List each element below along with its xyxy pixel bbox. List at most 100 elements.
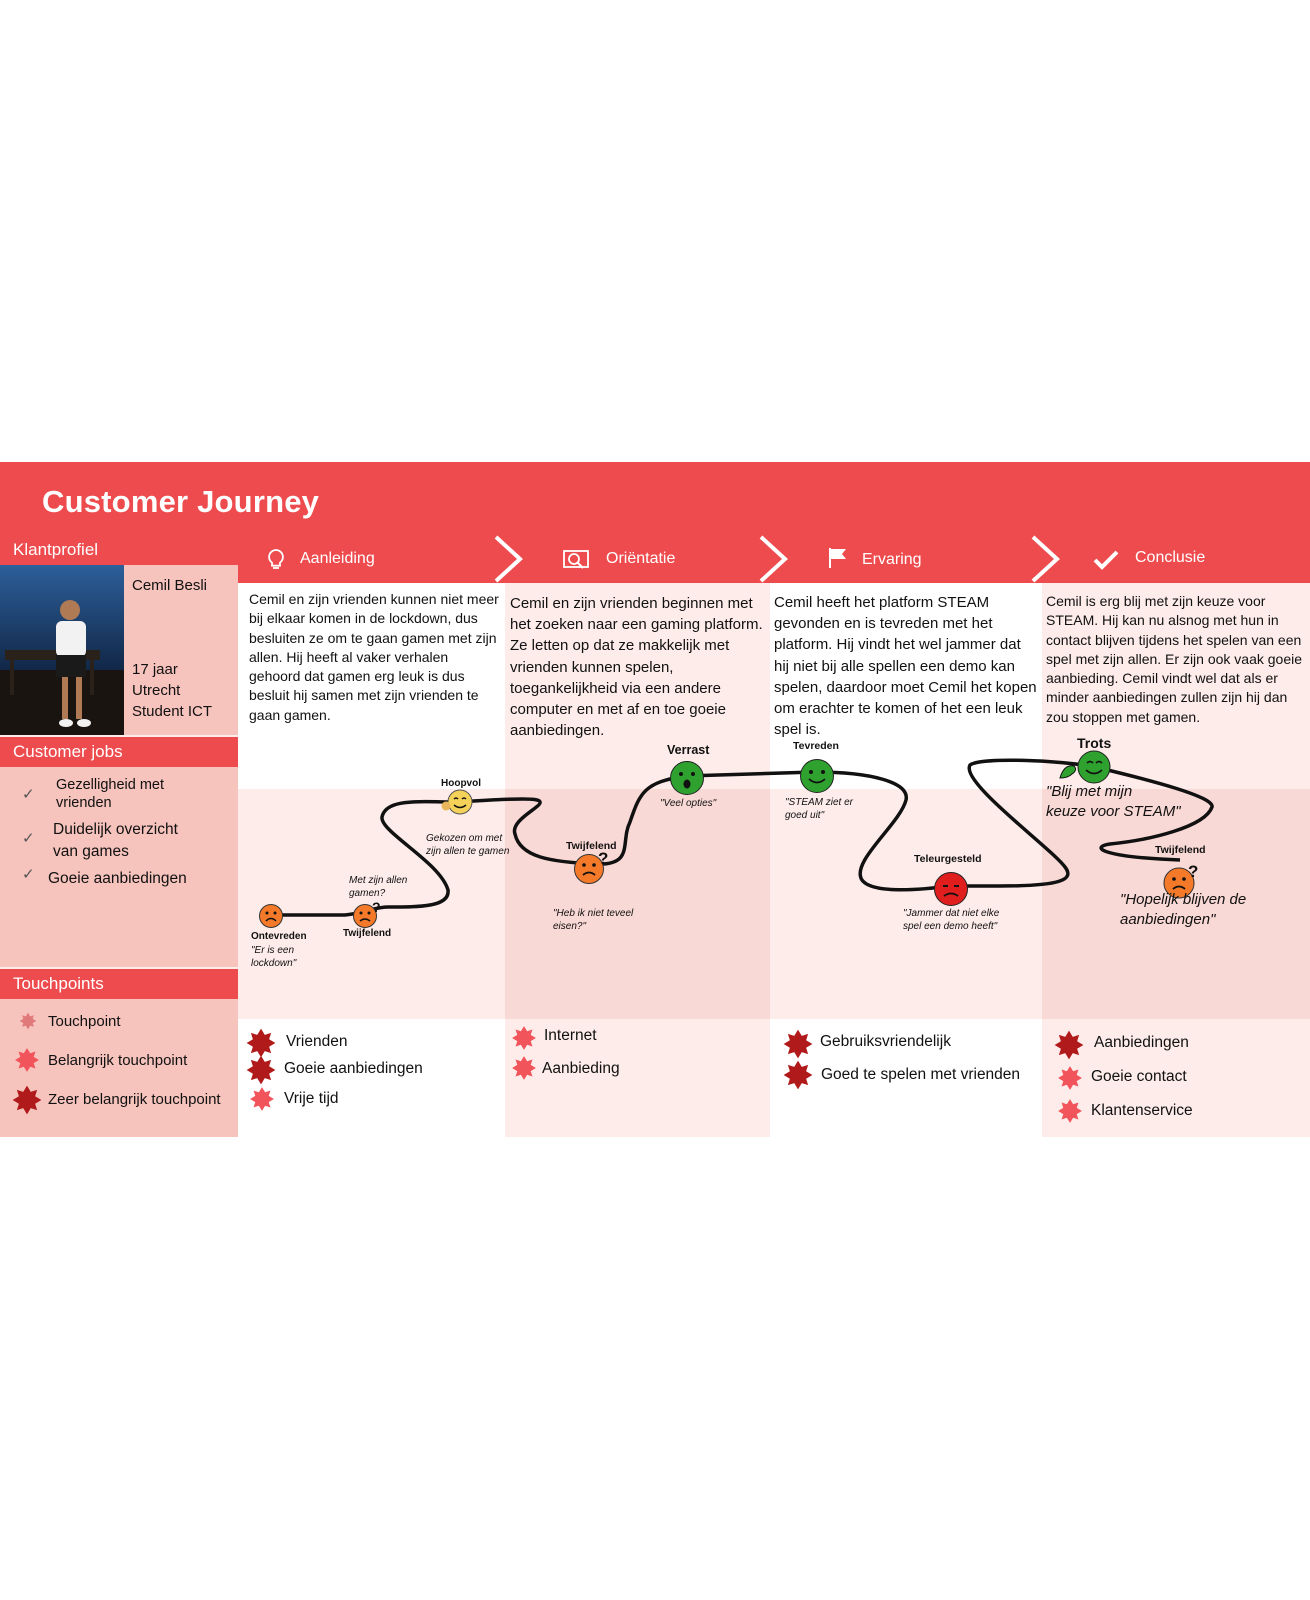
touchpoint-item: Goeie aanbiedingen [284,1060,423,1077]
phase-4-emotion-bg [1042,789,1310,1019]
check-icon: ✓ [22,786,35,803]
touchpoint-item: Vrije tijd [284,1090,339,1107]
very-important-touchpoint-icon [783,1060,813,1090]
phase-2-description: Cemil en zijn vrienden beginnen met het … [510,595,763,740]
emotion-label-1: Ontevreden [251,931,307,942]
emotion-quote-8-line2: keuze voor STEAM" [1046,803,1181,820]
phase-label-conclusie: Conclusie [1135,549,1206,566]
emotion-quote-4-line1: "Heb ik niet teveel [553,908,634,919]
touchpoint-item: Klantenservice [1091,1102,1193,1119]
phase-2-emotion-bg [505,789,770,1019]
customer-journey-board: Customer Journey Klantprofiel [0,462,1310,1137]
happy-face-icon [800,759,834,793]
very-important-touchpoint-icon [1054,1030,1084,1060]
emotion-quote-7-line1: "Jammer dat niet elke [903,908,1000,919]
profile-section: Cemil Besli 17 jaar Utrecht Student ICT [0,565,238,735]
emotion-quote-6-line2: goed uit" [785,810,825,821]
emotion-label-4: Twijfelend [566,840,617,852]
important-touchpoint-icon [511,1025,537,1051]
jobs-section: ✓ Gezelligheid met vrienden ✓ Duidelijk … [0,767,238,967]
hopeful-face-icon [441,789,473,815]
very-important-touchpoint-icon [246,1028,276,1058]
phase-3-description: Cemil heeft het platform STEAM gevonden … [774,594,1037,739]
check-icon: ✓ [22,866,35,883]
job-item-1-line2: vrienden [56,795,112,811]
profile-photo [0,565,124,735]
touchpoint-item: Aanbiedingen [1094,1034,1189,1051]
flag-icon [829,548,846,568]
emotion-quote-5-line1: "Veel opties" [660,798,717,809]
phase-2-touchpoints-bg [505,1019,770,1137]
profile-header: Klantprofiel [0,535,238,565]
emotion-quote-7-line2: spel een demo heeft" [903,921,998,932]
emotion-quote-2-line2: gamen? [349,888,386,899]
job-item-2-line2: van games [53,843,129,860]
phase-1-emotion-bg [238,789,505,1019]
phase-4-description: Cemil is erg blij met zijn keuze voor ST… [1046,593,1303,725]
touchpoint-item: Aanbieding [542,1060,620,1077]
job-item-2-line1: Duidelijk overzicht [53,821,178,838]
emotion-label-2: Twijfelend [343,928,392,939]
touchpoint-item: Goeie contact [1091,1068,1187,1085]
doubt-face-icon: ? [353,900,381,928]
profile-name: Cemil Besli [132,577,208,594]
emotion-label-7: Teleurgesteld [914,853,982,865]
disappointed-face-icon [934,872,968,906]
emotion-label-8: Trots [1077,735,1112,751]
legend-very-important-touchpoint: Zeer belangrijk touchpoint [48,1091,221,1108]
lightbulb-icon [268,549,284,569]
job-item-1-line1: Gezelligheid met [56,777,164,793]
touchpoint-item: Vrienden [286,1033,348,1050]
sad-face-icon [259,904,283,928]
touchpoint-item: Goed te spelen met vrienden [821,1066,1021,1083]
checkmark-icon [1093,550,1119,570]
touchpoints-legend: Touchpoint Belangrijk touchpoint Zeer be… [0,999,238,1137]
emotion-label-9: Twijfelend [1155,844,1206,856]
left-column: Klantprofiel [0,535,238,1137]
svg-text:?: ? [372,900,381,915]
legend-touchpoint: Touchpoint [48,1013,121,1030]
phase-1-description: Cemil en zijn vrienden kunnen niet meer … [249,591,499,723]
phase-label-aanleiding: Aanleiding [300,550,375,567]
phase-2-description-bg [505,583,770,789]
title-bar: Customer Journey [0,462,1310,535]
page-title: Customer Journey [42,484,320,519]
doubt-face-icon: ? [574,849,608,884]
emotion-quote-1-line2: lockdown" [251,958,297,969]
phase-1-description-bg [238,583,505,789]
emotion-label-6: Tevreden [793,740,839,752]
check-icon: ✓ [22,830,35,847]
emotion-quote-3-line2: zijn allen te gamen [426,846,510,857]
emotion-quote-3-line1: Gekozen om met [426,833,503,844]
profile-city: Utrecht [132,682,181,699]
very-important-touchpoint-icon [783,1029,813,1059]
profile-age: 17 jaar [132,661,178,678]
phase-header-bar [238,535,1310,583]
very-important-touchpoint-icon [246,1055,276,1085]
emotion-quote-8-line1: "Blij met mijn [1046,783,1133,800]
profile-role: Student ICT [132,703,213,720]
phase-label-ervaring: Ervaring [862,551,922,568]
phase-4-touchpoints-bg [1042,1019,1310,1137]
phase-3-description-bg [770,583,1042,789]
touchpoint-item: Gebruiksvriendelijk [820,1033,951,1050]
emotion-curve [270,758,1214,917]
job-item-3-line1: Goeie aanbiedingen [48,870,187,887]
search-screen-icon [563,550,589,569]
proud-face-icon [1059,750,1111,784]
phase-1-touchpoints-bg [238,1019,505,1137]
phase-label-orientatie: Oriëntatie [606,550,676,567]
phase-3-emotion-bg [770,789,1042,1019]
jobs-header: Customer jobs [0,737,238,767]
important-touchpoint-icon [1057,1065,1083,1091]
touchpoint-item: Internet [544,1027,597,1044]
emotion-quote-2-line1: Met zijn allen [349,875,408,886]
svg-text:?: ? [598,849,608,868]
emotion-quote-6-line1: "STEAM ziet er [785,797,854,808]
doubt-face-icon: ? [1163,862,1198,899]
emotion-quote-9-line1: "Hopelijk blijven de [1120,891,1247,908]
emotion-label-3: Hoopvol [441,778,481,789]
important-touchpoint-icon [511,1055,537,1081]
phase-3-touchpoints-bg [770,1019,1042,1137]
legend-important-touchpoint: Belangrijk touchpoint [48,1052,188,1069]
